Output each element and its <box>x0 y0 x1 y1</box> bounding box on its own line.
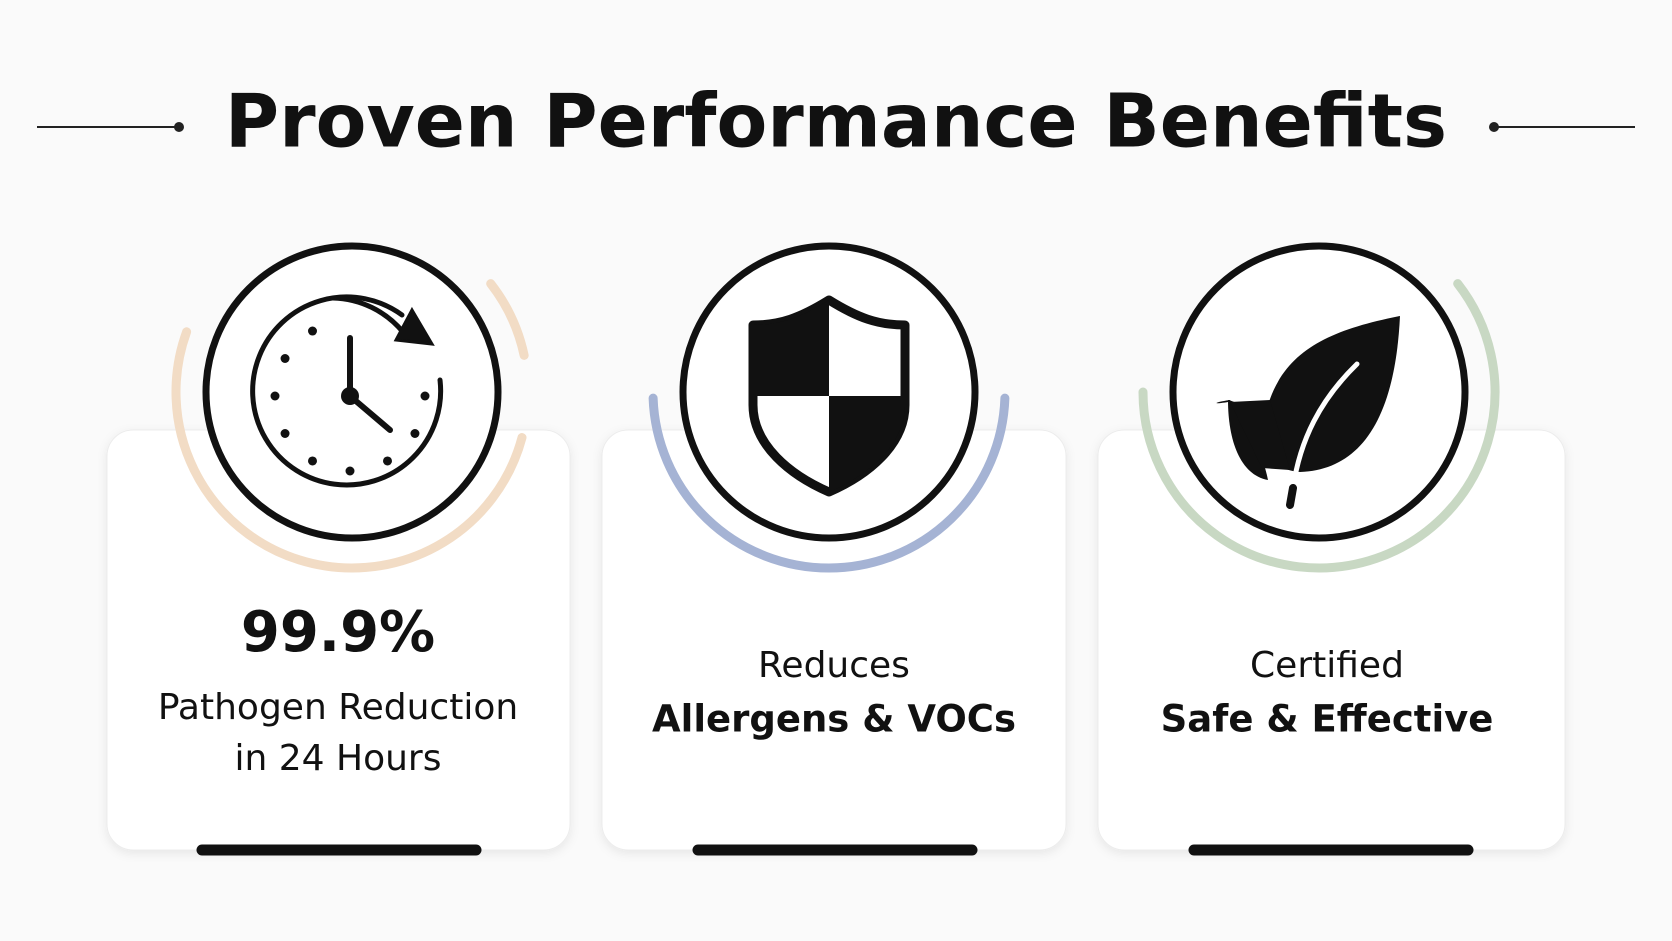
title-rule-right <box>1489 122 1635 132</box>
title-rule-left <box>37 122 184 132</box>
emphasis: Allergens & VOCs <box>652 698 1016 741</box>
clock-dot <box>270 391 280 401</box>
stat: 99.9% <box>241 600 435 665</box>
detail: Pathogen Reduction <box>158 687 518 728</box>
detail: Certified <box>1250 645 1404 686</box>
decorative-arc <box>171 327 527 573</box>
detail: Reduces <box>758 645 910 686</box>
clock-dot <box>383 456 392 466</box>
clock-icon <box>250 294 444 488</box>
clock-dot <box>410 429 420 438</box>
decorative-arc <box>648 393 1010 573</box>
emphasis: Safe & Effective <box>1161 698 1494 741</box>
clock-dots <box>270 326 430 476</box>
page-title: Proven Performance Benefits <box>225 79 1447 165</box>
clock-dot <box>345 466 355 476</box>
decorative-arc <box>486 279 529 360</box>
clock-dot <box>420 391 430 401</box>
decorative-arc <box>1138 279 1500 573</box>
clock-dot <box>308 326 317 336</box>
leaf-icon <box>1216 316 1400 509</box>
clock-dot <box>280 429 290 438</box>
detail: in 24 Hours <box>235 738 442 779</box>
shield-icon <box>748 295 910 497</box>
clock-dot <box>280 354 290 363</box>
clock-dot <box>308 456 317 466</box>
